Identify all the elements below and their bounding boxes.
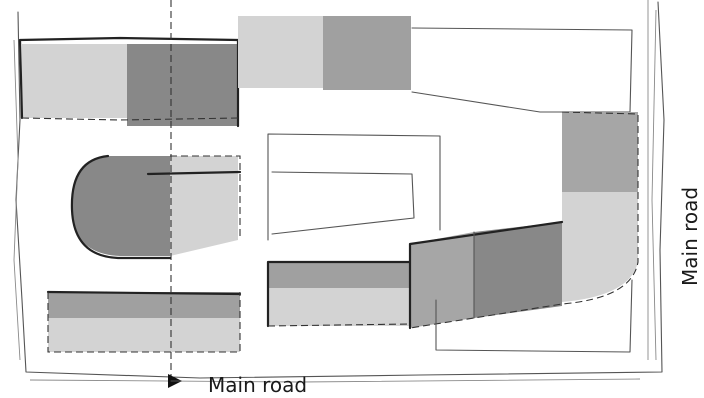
building-center-bottom: [266, 260, 412, 328]
outline-top-right: [411, 27, 633, 113]
building-right-bend: [408, 111, 639, 330]
outline-center: [267, 133, 441, 241]
main-road-right-label: Main road: [678, 187, 702, 286]
outline-bottom-right: [435, 279, 633, 353]
building-top-left: [18, 36, 240, 128]
building-top-center: [238, 16, 411, 90]
site-boundary-overtrace: [13, 9, 657, 383]
main-road-bottom-label: Main road: [208, 373, 307, 397]
building-rounded-left: [70, 154, 242, 260]
building-bottom-left: [46, 290, 242, 353]
